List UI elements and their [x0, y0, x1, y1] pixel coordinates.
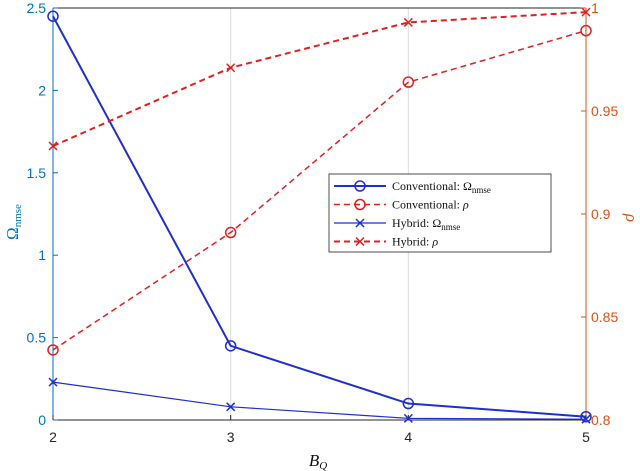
y-axis-label-left: Ωnmse [3, 204, 24, 240]
legend-marker [354, 198, 366, 211]
y-right-tick-label: 0.95 [591, 103, 618, 119]
y-axis-label-right: ρ [622, 213, 640, 222]
legend-item: Hybrid: Ωnmse [334, 216, 460, 232]
legend-label: Conventional: ρ [392, 198, 469, 212]
y-right-tick-label: 0.8 [591, 412, 611, 428]
series-line [52, 15, 587, 418]
series-point [403, 17, 413, 27]
x-axis-label: BQ [309, 451, 327, 471]
series-point [402, 76, 415, 88]
series-2 [48, 377, 591, 424]
x-tick-label: 2 [49, 429, 57, 445]
series-point [580, 410, 592, 423]
series-line [52, 381, 587, 420]
series-0 [47, 10, 592, 423]
y-right-tick-label: 0.9 [591, 206, 611, 222]
y-left-tick-label: 1 [38, 247, 46, 263]
axes [52, 7, 587, 421]
series-point [48, 377, 58, 387]
legend-label: Conventional: Ωnmse [392, 179, 491, 195]
y-left-tick-label: 1.5 [27, 165, 47, 181]
series-point [47, 344, 59, 356]
legend-item: Conventional: ρ [334, 198, 469, 212]
series-point [224, 226, 237, 239]
legend-label: Hybrid: ρ [392, 235, 438, 249]
series-line [52, 11, 587, 147]
series-point [402, 397, 415, 410]
y-right-tick-label: 1 [591, 0, 599, 16]
y-left-tick-label: 2.5 [27, 0, 47, 16]
legend-marker [355, 236, 365, 247]
legend-label: Hybrid: Ωnmse [392, 216, 460, 232]
series-1 [47, 24, 592, 356]
legend: Conventional: Ωnmse Conventional: ρ Hybrid… [328, 173, 552, 253]
series-point [580, 24, 592, 37]
series-point [48, 141, 58, 151]
plot-area [47, 7, 592, 424]
series-point [47, 10, 59, 22]
x-tick-label: 4 [404, 429, 412, 445]
series-point [403, 413, 413, 423]
x-axis-ticks: 2 3 4 5 [49, 415, 590, 445]
y-left-tick-label: 2 [38, 82, 46, 98]
series-point [581, 7, 591, 17]
legend-item: Conventional: Ωnmse [334, 179, 491, 195]
right-axis-ticks: 0.8 0.85 0.9 0.95 1 [581, 0, 618, 428]
series-point [226, 402, 236, 412]
x-tick-label: 3 [227, 429, 235, 445]
series-3 [48, 7, 591, 151]
series-point [581, 414, 591, 424]
y-left-tick-label: 0.5 [27, 330, 47, 346]
series-point [226, 63, 236, 73]
y-left-tick-label: 0 [38, 412, 46, 428]
left-axis-ticks: 0 0.5 1 1.5 2 2.5 [27, 0, 58, 428]
y-right-tick-label: 0.85 [591, 309, 618, 325]
legend-marker [354, 180, 366, 192]
series-point [224, 340, 237, 352]
x-tick-label: 5 [582, 429, 590, 445]
legend-marker [355, 218, 365, 228]
legend-item: Hybrid: ρ [334, 235, 438, 249]
